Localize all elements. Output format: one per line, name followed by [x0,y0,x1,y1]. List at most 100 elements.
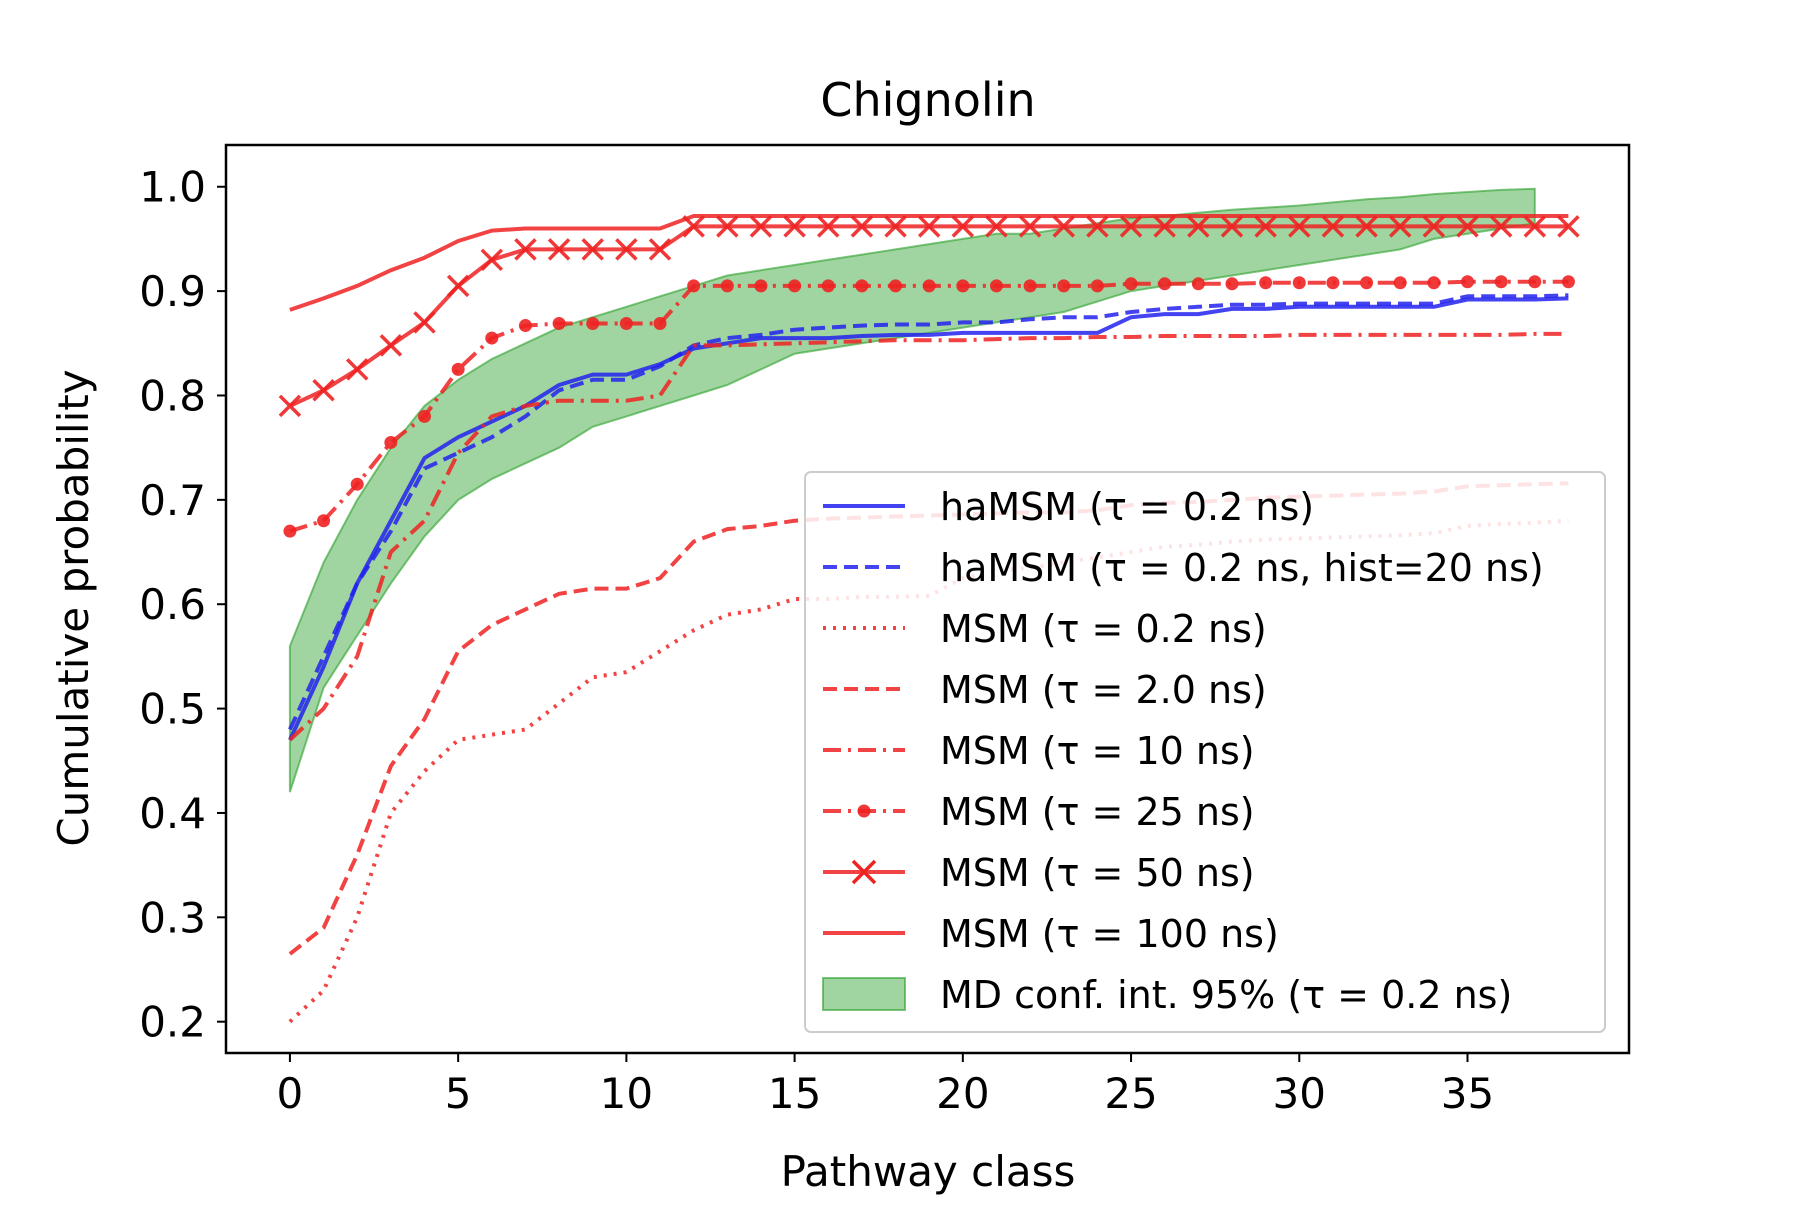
data-point [1220,215,1244,238]
data-point [1187,215,1210,238]
data-point [283,524,297,538]
data-point [552,316,566,330]
data-point [1259,276,1273,290]
data-point [1158,277,1172,291]
series-line [288,293,1569,731]
x-tick-label: 10 [600,1069,653,1118]
data-point [648,238,672,261]
data-point [1191,277,1205,291]
data-point [1557,215,1580,238]
series-7 [289,214,1569,312]
legend-label: MSM (τ = 2.0 ns) [940,668,1267,712]
series-line [289,214,1569,312]
data-point [1153,215,1176,238]
data-point [418,409,432,423]
legend-label: MSM (τ = 0.2 ns) [940,607,1267,651]
data-point [317,514,331,528]
series-line [288,331,1569,742]
data-point [451,362,465,376]
x-tick-label: 0 [277,1069,304,1118]
legend-item: MD conf. int. 95% (τ = 0.2 ns) [822,973,1512,1017]
legend-label: MSM (τ = 10 ns) [940,729,1255,773]
y-tick-label: 0.9 [139,267,206,316]
data-point [850,215,874,238]
data-point [855,279,869,293]
x-tick-label: 30 [1273,1069,1326,1118]
data-point [754,279,768,293]
series-6 [278,215,1580,418]
data-point [615,238,638,261]
legend-label: haMSM (τ = 0.2 ns, hist=20 ns) [940,546,1544,590]
data-point [619,316,633,330]
legend: haMSM (τ = 0.2 ns) haMSM (τ = 0.2 ns, his… [804,471,1606,1033]
y-tick-label: 0.3 [139,893,206,942]
legend-item: MSM (τ = 10 ns) [823,729,1255,773]
data-point [884,215,907,238]
data-point [788,279,802,293]
data-point [1052,215,1075,238]
series-line [288,296,1569,741]
data-point [1456,215,1479,238]
x-tick-label: 35 [1441,1069,1494,1118]
legend-marker [857,804,871,818]
confidence-band [288,187,1536,793]
data-point [783,215,806,238]
legend-label: MSM (τ = 100 ns) [940,912,1279,956]
data-point [1461,275,1475,289]
data-point [1119,215,1143,238]
data-point [1422,215,1446,238]
data-point [720,279,734,293]
data-point [1528,275,1542,289]
data-point [547,238,571,261]
data-point [1360,276,1374,290]
data-point [1523,215,1547,238]
series-1 [288,293,1569,731]
data-point [446,274,470,298]
data-point [379,334,403,357]
data-point [1090,279,1104,293]
y-axis-label: Cumulative probability [49,369,98,846]
data-point [413,311,436,334]
data-point [581,238,604,261]
series-2 [288,518,1569,1024]
legend-swatch [822,977,906,1011]
data-point [1292,276,1306,290]
y-tick-label: 0.4 [139,789,206,838]
x-tick-label: 25 [1104,1069,1157,1118]
data-point [345,358,369,381]
x-axis-label: Pathway class [781,1147,1076,1196]
plot-frame [224,143,1631,1055]
data-point [1326,276,1340,290]
legend-label: MSM (τ = 50 ns) [940,851,1255,895]
y-tick-label: 0.8 [139,371,206,420]
data-point [514,238,537,261]
y-tick-label: 1.0 [139,163,206,212]
data-point [1427,276,1441,290]
data-point [653,316,667,330]
data-point [1388,215,1412,238]
series-0 [288,296,1569,741]
data-point [350,477,364,491]
data-point [1321,215,1345,238]
legend-item: MSM (τ = 50 ns) [823,851,1255,895]
data-point [1086,215,1109,238]
data-point [687,279,701,293]
data-point [749,215,773,238]
data-point [917,215,941,238]
data-point [312,379,335,402]
data-point [716,215,739,238]
y-tick-label: 0.7 [139,476,206,525]
data-point [586,316,600,330]
plot-area: 0 5 10 15 20 25 30 35 0.2 0.3 0.4 0.5 0.6 0.7 0.8 0.9 1.… [139,143,1631,1118]
legend-item: MSM (τ = 25 ns) [823,790,1255,834]
y-tick-label: 0.2 [139,998,206,1047]
data-point [384,435,398,449]
series-line [288,518,1569,1024]
data-point [922,279,936,293]
legend-item: haMSM (τ = 0.2 ns, hist=20 ns) [823,546,1544,590]
data-point [1225,277,1239,291]
data-point [1489,215,1513,238]
x-tick-label: 15 [768,1069,821,1118]
